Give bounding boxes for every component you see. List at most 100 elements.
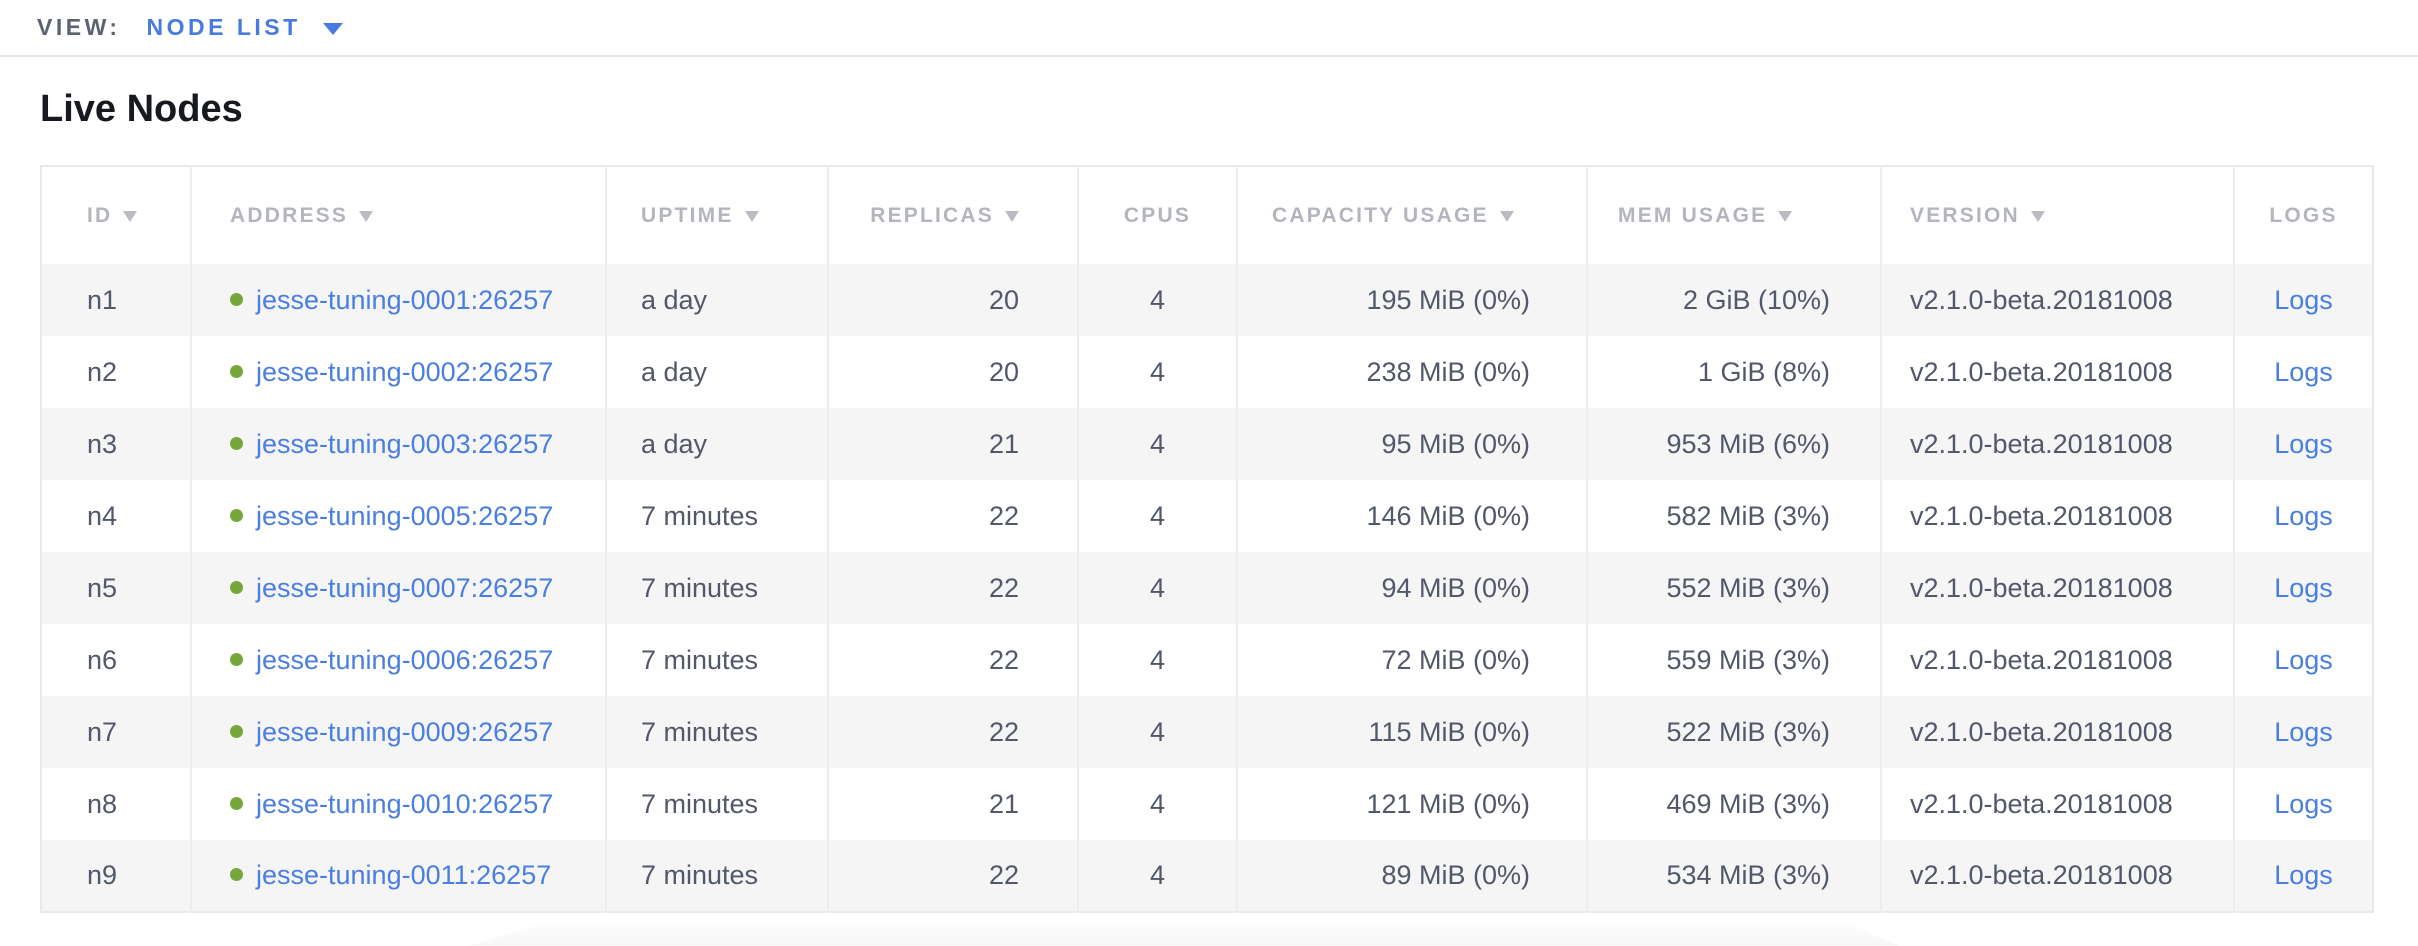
- column-header-replicas[interactable]: REPLICAS: [827, 166, 1078, 264]
- column-header-address[interactable]: ADDRESS: [190, 166, 606, 264]
- view-label: VIEW:: [37, 14, 121, 40]
- logs-link[interactable]: Logs: [2274, 788, 2333, 819]
- sort-desc-icon: [359, 210, 374, 222]
- cell-cpus: 4: [1077, 696, 1237, 768]
- table-row: n9 jesse-tuning-0011:26257 7 minutes 22 4 89 …: [41, 840, 2373, 912]
- logs-link[interactable]: Logs: [2274, 428, 2333, 459]
- cell-replicas: 22: [827, 696, 1078, 768]
- cell-replicas: 22: [827, 552, 1078, 624]
- cell-replicas: 21: [827, 408, 1078, 480]
- cell-uptime: 7 minutes: [605, 480, 828, 552]
- cell-mem_usage: 953 MiB (6%): [1586, 408, 1881, 480]
- table-row: n3 jesse-tuning-0003:26257 a day 21 4 95 MiB …: [41, 408, 2373, 480]
- address-link[interactable]: jesse-tuning-0006:26257: [256, 644, 554, 675]
- logs-link[interactable]: Logs: [2274, 860, 2333, 890]
- cell-replicas: 22: [827, 624, 1078, 696]
- healthy-status-dot: [230, 364, 243, 378]
- cell-version: v2.1.0-beta.20181008: [1880, 768, 2234, 840]
- cell-address: jesse-tuning-0003:26257: [190, 408, 606, 480]
- cell-uptime: 7 minutes: [605, 624, 828, 696]
- column-header-label: MEM USAGE: [1618, 203, 1768, 227]
- logs-link[interactable]: Logs: [2274, 500, 2333, 531]
- cell-logs: Logs: [2233, 840, 2373, 912]
- cell-id: n9: [87, 860, 118, 890]
- address-link[interactable]: jesse-tuning-0001:26257: [256, 284, 554, 315]
- cell-version: v2.1.0-beta.20181008: [1880, 408, 2234, 480]
- sort-desc-icon: [123, 210, 138, 222]
- logs-link[interactable]: Logs: [2274, 644, 2333, 675]
- address-link[interactable]: jesse-tuning-0002:26257: [256, 356, 554, 387]
- cell-id: n4: [87, 500, 118, 531]
- cell-logs: Logs: [2233, 408, 2373, 480]
- cell-mem_usage: 1 GiB (8%): [1586, 336, 1881, 408]
- cell-address: jesse-tuning-0005:26257: [190, 480, 606, 552]
- address-link[interactable]: jesse-tuning-0005:26257: [256, 500, 554, 531]
- cell-cpus: 4: [1077, 840, 1237, 912]
- table-body: n1 jesse-tuning-0001:26257 a day 20 4 195 MiB…: [41, 264, 2373, 912]
- cell-mem_usage: 522 MiB (3%): [1586, 696, 1881, 768]
- column-header-label: ID: [87, 203, 113, 227]
- cell-mem_usage: 552 MiB (3%): [1586, 552, 1881, 624]
- column-header-cpus: CPUS: [1077, 166, 1237, 264]
- logs-link[interactable]: Logs: [2274, 284, 2333, 315]
- logs-link[interactable]: Logs: [2274, 356, 2333, 387]
- healthy-status-dot: [230, 652, 243, 666]
- view-dropdown[interactable]: NODE LIST: [147, 14, 343, 41]
- table-row: n4 jesse-tuning-0005:26257 7 minutes 22 4 146…: [41, 480, 2373, 552]
- table-row: n2 jesse-tuning-0002:26257 a day 20 4 238 MiB…: [41, 336, 2373, 408]
- chevron-down-icon: [322, 23, 343, 35]
- cell-address: jesse-tuning-0006:26257: [190, 624, 606, 696]
- cell-uptime: 7 minutes: [605, 696, 828, 768]
- cell-version: v2.1.0-beta.20181008: [1880, 840, 2234, 912]
- table-header-row: ID ADDRESS UPTIME REPLICAS CPUS CAPACITY USAG…: [41, 166, 2373, 264]
- cell-logs: Logs: [2233, 480, 2373, 552]
- healthy-status-dot: [230, 868, 243, 882]
- column-header-uptime[interactable]: UPTIME: [605, 166, 828, 264]
- table-row: n6 jesse-tuning-0006:26257 7 minutes 22 4 72 …: [41, 624, 2373, 696]
- address-link[interactable]: jesse-tuning-0007:26257: [256, 572, 554, 603]
- column-header-mem_usage[interactable]: MEM USAGE: [1586, 166, 1881, 264]
- view-dropdown-selected: NODE LIST: [146, 14, 301, 40]
- cell-replicas: 20: [827, 264, 1078, 336]
- column-header-label: UPTIME: [641, 203, 734, 227]
- cell-uptime: a day: [605, 408, 828, 480]
- cell-version: v2.1.0-beta.20181008: [1880, 336, 2234, 408]
- cell-logs: Logs: [2233, 336, 2373, 408]
- cell-address: jesse-tuning-0009:26257: [190, 696, 606, 768]
- cell-mem_usage: 2 GiB (10%): [1586, 264, 1881, 336]
- cell-capacity_usage: 121 MiB (0%): [1236, 768, 1587, 840]
- column-header-capacity_usage[interactable]: CAPACITY USAGE: [1236, 166, 1587, 264]
- address-link[interactable]: jesse-tuning-0003:26257: [256, 428, 554, 459]
- sort-desc-icon: [1005, 210, 1019, 222]
- cell-capacity_usage: 146 MiB (0%): [1236, 480, 1587, 552]
- cell-address: jesse-tuning-0001:26257: [190, 264, 606, 336]
- address-link[interactable]: jesse-tuning-0011:26257: [256, 860, 552, 890]
- cell-cpus: 4: [1077, 408, 1237, 480]
- healthy-status-dot: [230, 796, 243, 810]
- logs-link[interactable]: Logs: [2274, 716, 2333, 747]
- address-link[interactable]: jesse-tuning-0009:26257: [256, 716, 554, 747]
- cell-version: v2.1.0-beta.20181008: [1880, 480, 2234, 552]
- cell-version: v2.1.0-beta.20181008: [1880, 624, 2234, 696]
- cell-cpus: 4: [1077, 552, 1237, 624]
- column-header-label: REPLICAS: [870, 203, 994, 227]
- cell-capacity_usage: 94 MiB (0%): [1236, 552, 1587, 624]
- cell-id: n7: [87, 716, 118, 747]
- column-header-id[interactable]: ID: [41, 166, 191, 264]
- page-title: Live Nodes: [40, 88, 243, 130]
- sort-desc-icon: [1778, 210, 1793, 222]
- table-row: n7 jesse-tuning-0009:26257 7 minutes 22 4 115…: [41, 696, 2373, 768]
- cell-cpus: 4: [1077, 480, 1237, 552]
- cell-replicas: 22: [827, 480, 1078, 552]
- healthy-status-dot: [230, 724, 243, 738]
- cell-replicas: 21: [827, 768, 1078, 840]
- logs-link[interactable]: Logs: [2274, 572, 2333, 603]
- cell-id: n6: [87, 644, 118, 675]
- address-link[interactable]: jesse-tuning-0010:26257: [256, 788, 554, 819]
- cell-logs: Logs: [2233, 696, 2373, 768]
- cell-logs: Logs: [2233, 624, 2373, 696]
- cell-capacity_usage: 238 MiB (0%): [1236, 336, 1587, 408]
- cell-id: n1: [87, 284, 118, 315]
- cell-mem_usage: 469 MiB (3%): [1586, 768, 1881, 840]
- column-header-version[interactable]: VERSION: [1880, 166, 2234, 264]
